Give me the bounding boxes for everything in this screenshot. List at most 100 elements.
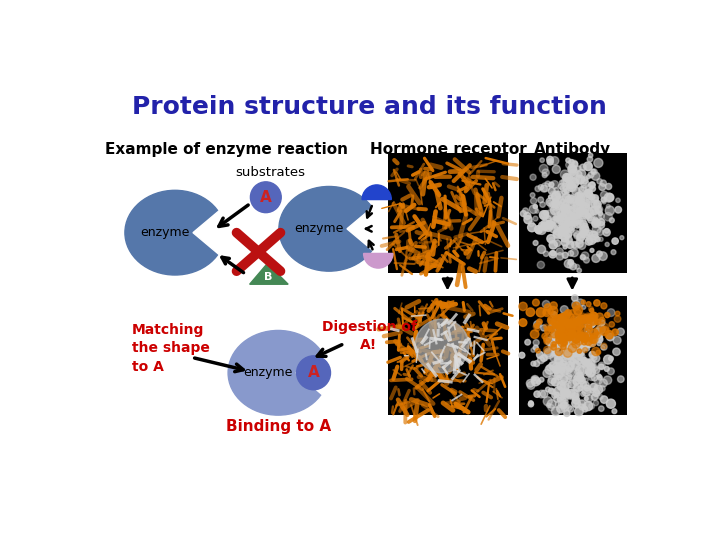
Circle shape [583,363,588,369]
Circle shape [547,327,552,331]
Circle shape [582,226,586,230]
Circle shape [600,379,608,387]
Circle shape [571,205,577,211]
Circle shape [531,377,540,386]
Circle shape [570,326,575,330]
Circle shape [576,197,582,203]
FancyBboxPatch shape [519,296,627,415]
Circle shape [587,235,596,245]
Circle shape [564,233,570,238]
Circle shape [551,251,556,256]
Circle shape [572,361,580,370]
Circle shape [563,245,567,249]
Circle shape [575,404,579,408]
Circle shape [535,327,539,332]
Circle shape [546,222,553,230]
Circle shape [596,350,600,355]
Circle shape [574,203,582,212]
Circle shape [559,184,564,190]
Circle shape [599,320,605,326]
Circle shape [580,230,588,236]
Circle shape [558,217,567,225]
Circle shape [560,395,564,400]
Circle shape [558,314,566,322]
Circle shape [593,218,599,224]
Circle shape [564,211,572,219]
Circle shape [591,364,598,372]
Circle shape [566,158,570,163]
Circle shape [539,222,546,230]
Circle shape [552,352,557,356]
Circle shape [566,206,574,214]
Circle shape [523,208,528,214]
Circle shape [582,357,587,362]
Circle shape [583,224,588,228]
Circle shape [579,318,588,327]
Circle shape [568,330,576,339]
Circle shape [570,221,575,226]
Circle shape [561,361,566,366]
Circle shape [555,339,561,345]
Circle shape [564,219,570,225]
Circle shape [549,388,554,394]
Circle shape [601,345,607,350]
Circle shape [561,343,568,350]
Circle shape [564,410,570,416]
Circle shape [592,220,599,227]
Circle shape [590,206,598,214]
Circle shape [564,381,571,388]
Circle shape [544,304,552,311]
Circle shape [572,393,579,400]
Circle shape [565,347,572,354]
Circle shape [580,226,589,234]
Circle shape [587,230,593,236]
Circle shape [537,320,541,324]
Circle shape [568,195,576,204]
Circle shape [564,339,571,346]
Circle shape [574,221,580,228]
Circle shape [572,348,581,357]
Circle shape [557,317,566,326]
Circle shape [575,233,579,238]
Circle shape [560,359,567,366]
Circle shape [561,402,567,409]
Circle shape [597,341,601,346]
Text: enzyme: enzyme [243,366,293,379]
Circle shape [550,219,555,224]
Circle shape [570,329,575,335]
Circle shape [600,327,608,335]
Circle shape [598,406,604,411]
Ellipse shape [415,319,469,373]
Circle shape [594,300,600,306]
Circle shape [584,378,588,382]
Circle shape [583,191,588,195]
Circle shape [609,322,614,327]
Circle shape [529,205,538,213]
Circle shape [535,210,539,213]
Circle shape [541,185,547,192]
Circle shape [595,208,600,213]
Circle shape [563,311,570,318]
Circle shape [561,208,565,212]
Circle shape [564,210,573,219]
Circle shape [581,357,586,362]
Circle shape [566,321,575,329]
Circle shape [562,312,567,318]
Circle shape [591,333,596,339]
Circle shape [559,199,567,207]
Circle shape [593,210,597,214]
Circle shape [551,389,556,395]
Circle shape [564,375,572,383]
Circle shape [534,391,540,397]
Circle shape [557,248,563,255]
Circle shape [591,169,595,174]
Circle shape [525,340,531,345]
Circle shape [568,348,574,353]
Circle shape [546,156,554,163]
Circle shape [566,333,574,341]
Circle shape [559,180,564,185]
Circle shape [535,186,541,192]
Circle shape [584,313,592,321]
Circle shape [577,234,585,241]
Circle shape [566,215,572,221]
